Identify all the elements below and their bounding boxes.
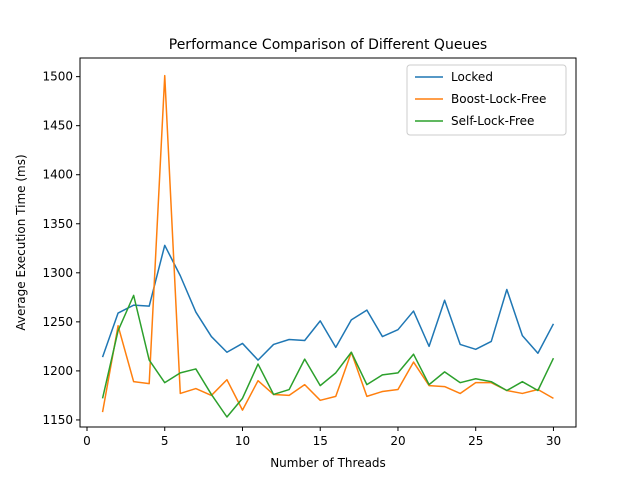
- plot-frame: [79, 57, 577, 428]
- series-layer: [101, 74, 555, 418]
- x-axis: 0 5 10 15 20 25 30: [83, 427, 561, 448]
- y-tick-label: 1500: [42, 70, 73, 84]
- chart-title: Performance Comparison of Different Queu…: [169, 37, 487, 53]
- y-tick-label: 1450: [42, 119, 73, 133]
- x-tick-label: 5: [161, 434, 169, 448]
- legend-box: [406, 64, 567, 136]
- y-tick-label: 1350: [42, 217, 73, 231]
- y-tick-label: 1300: [42, 266, 73, 280]
- legend-label-boost-lock-free: Boost-Lock-Free: [451, 92, 546, 106]
- x-tick-label: 30: [546, 434, 561, 448]
- x-tick-label: 20: [390, 434, 405, 448]
- series-line-locked: [101, 244, 555, 361]
- x-tick-label: 15: [313, 434, 328, 448]
- x-axis-label: Number of Threads: [270, 456, 386, 470]
- y-axis-label: Average Execution Time (ms): [14, 154, 28, 330]
- series-line-self-lock-free: [101, 294, 555, 418]
- y-tick-label: 1250: [42, 315, 73, 329]
- x-tick-label: 0: [83, 434, 91, 448]
- x-tick-label: 10: [235, 434, 250, 448]
- y-tick-label: 1200: [42, 364, 73, 378]
- y-tick-label: 1150: [42, 413, 73, 427]
- series-line-boost-lock-free: [101, 74, 554, 413]
- y-axis: 1150 1200 1250 1300 1350 1400 1450 1500: [42, 70, 80, 427]
- y-tick-label: 1400: [42, 168, 73, 182]
- legend: Locked Boost-Lock-Free Self-Lock-Free: [406, 64, 567, 136]
- legend-label-locked: Locked: [451, 70, 493, 84]
- legend-label-self-lock-free: Self-Lock-Free: [451, 114, 534, 128]
- x-tick-label: 25: [468, 434, 483, 448]
